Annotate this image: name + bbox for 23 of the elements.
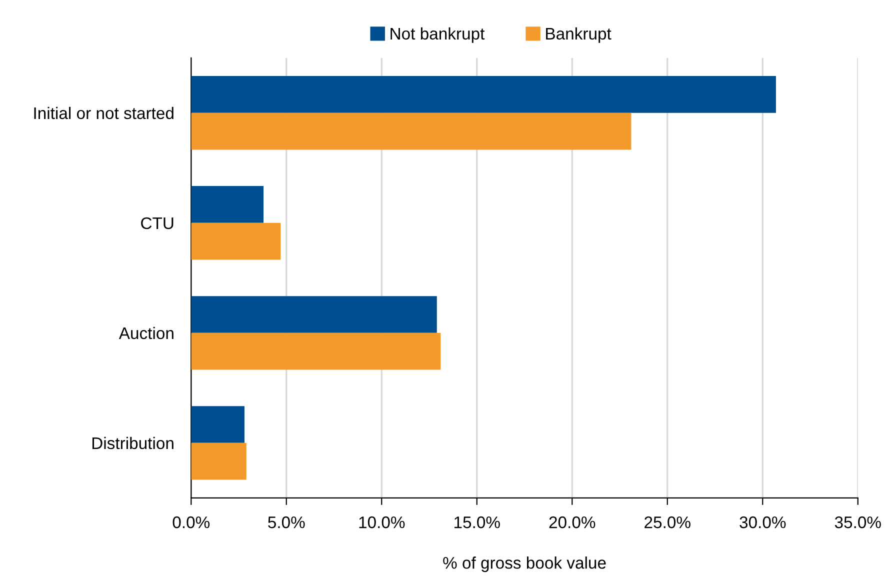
x-tick-label: 0.0% [172,516,210,528]
x-tick-label: 25.0% [644,516,690,528]
x-tick-label: 15.0% [454,516,500,528]
y-tick-label: Auction [118,326,174,340]
x-tick-label: 20.0% [549,516,596,528]
bar [191,222,281,260]
bar [191,332,441,370]
y-tick-label: Initial or not started [34,106,174,120]
legend-label: Not bankrupt [390,27,485,43]
y-tick-label: Distribution [92,436,174,450]
x-axis-title: % of gross book value [443,556,606,572]
bar [191,406,244,443]
bar [191,112,632,150]
x-tick-label: 5.0% [268,516,305,528]
x-tick-label: 30.0% [740,516,786,528]
bar [191,442,246,480]
bar [191,296,437,333]
x-tick-label: 10.0% [359,516,405,528]
legend-label: Bankrupt [546,27,612,43]
y-tick-label: CTU [141,217,174,230]
bar [191,186,264,223]
bar [191,76,776,113]
x-tick-label: 35.0% [834,516,881,528]
